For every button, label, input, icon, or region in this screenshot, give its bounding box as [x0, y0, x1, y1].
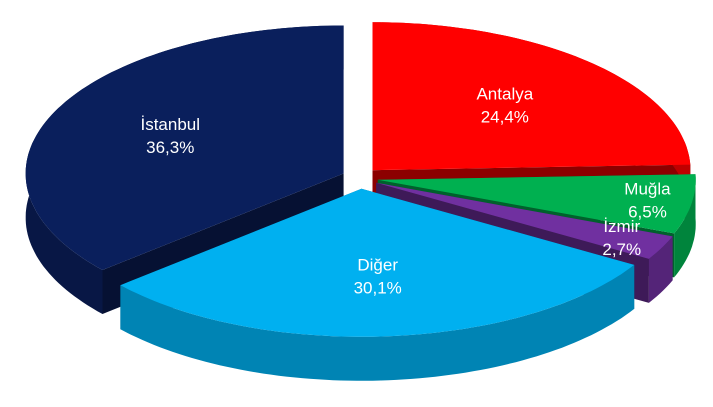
slice-label: Muğla [624, 179, 671, 198]
pie-slice [120, 188, 635, 381]
slice-top [376, 182, 673, 259]
slice-value-label: 36,3% [146, 138, 194, 157]
slice-label: İzmir [603, 217, 640, 236]
slice-top [372, 22, 691, 171]
slice-top [120, 188, 635, 337]
slice-wall [648, 236, 673, 303]
slice-value-label: 6,5% [628, 202, 667, 221]
slice-top [25, 25, 344, 270]
slice-value-label: 24,4% [481, 108, 529, 127]
slice-wall [120, 264, 635, 381]
slice-value-label: 30,1% [354, 279, 402, 298]
slice-label: Diğer [357, 256, 398, 275]
slice-value-label: 2,7% [602, 240, 641, 259]
slice-wall [674, 174, 696, 278]
slice-label: Antalya [476, 85, 533, 104]
slice-label: İstanbul [140, 115, 200, 134]
slice-top [377, 174, 696, 234]
